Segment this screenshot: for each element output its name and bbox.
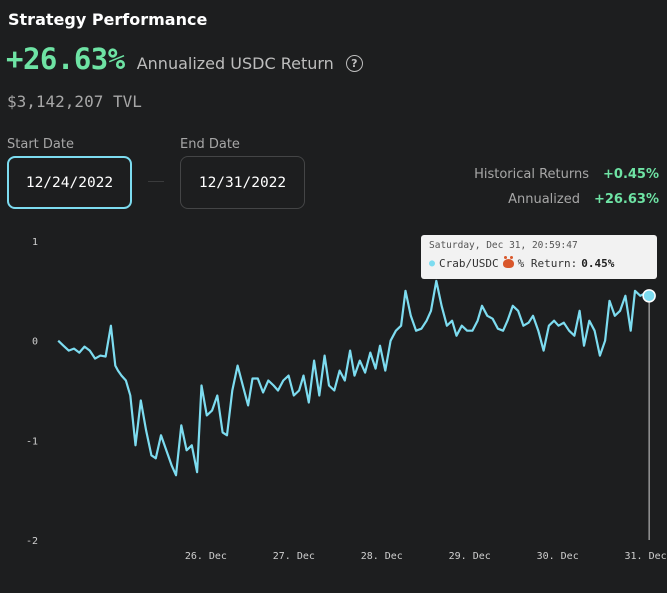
x-tick-label: 27. Dec	[273, 551, 315, 562]
hover-point-marker[interactable]	[642, 289, 656, 303]
start-date-input[interactable]: 12/24/2022	[7, 156, 132, 209]
series-line-crab-usdc[interactable]	[57, 279, 650, 477]
historical-returns-value: +0.45%	[603, 167, 659, 182]
end-date-label: End Date	[180, 137, 240, 152]
return-summary: +26.63% Annualized USDC Return ?	[6, 42, 363, 76]
x-tick-label: 31. Dec	[625, 551, 667, 562]
tooltip-value: 0.45%	[581, 257, 615, 270]
annualized-return-value: +26.63%	[6, 42, 125, 76]
tooltip-metric: % Return:	[517, 257, 578, 270]
y-tick-label: 0	[32, 337, 38, 348]
x-tick-label: 29. Dec	[449, 551, 491, 562]
tooltip-series: Crab/USDC	[439, 257, 499, 270]
page-title: Strategy Performance	[8, 10, 208, 29]
annualized-value: +26.63%	[593, 192, 659, 207]
annualized-return-label: Annualized USDC Return	[136, 54, 334, 73]
annualized-stat: Annualized +26.63%	[508, 192, 659, 207]
x-tick-label: 28. Dec	[361, 551, 403, 562]
date-range-separator	[148, 181, 164, 182]
historical-returns-label: Historical Returns	[474, 167, 589, 182]
x-tick-label: 26. Dec	[185, 551, 227, 562]
y-tick-label: -2	[26, 536, 38, 547]
annualized-label: Annualized	[508, 192, 580, 207]
x-tick-label: 30. Dec	[537, 551, 579, 562]
chart-tooltip: Saturday, Dec 31, 20:59:47 ● Crab/USDC %…	[421, 235, 657, 279]
return-chart[interactable]: 1 0 -1 -2 26. Dec 27. Dec 28. Dec 29. Dec 30. De…	[0, 225, 667, 593]
tooltip-row: ● Crab/USDC % Return: 0.45%	[429, 256, 649, 270]
crab-icon	[502, 256, 514, 268]
question-circle-icon[interactable]: ?	[345, 55, 363, 72]
end-date-input[interactable]: 12/31/2022	[180, 156, 305, 209]
historical-returns-stat: Historical Returns +0.45%	[474, 167, 659, 182]
series-dot-icon: ●	[429, 258, 436, 269]
tooltip-time: Saturday, Dec 31, 20:59:47	[429, 240, 578, 251]
start-date-label: Start Date	[7, 137, 74, 152]
y-tick-label: -1	[26, 436, 38, 447]
tvl-value: $3,142,207 TVL	[7, 92, 142, 111]
y-tick-label: 1	[32, 237, 38, 248]
